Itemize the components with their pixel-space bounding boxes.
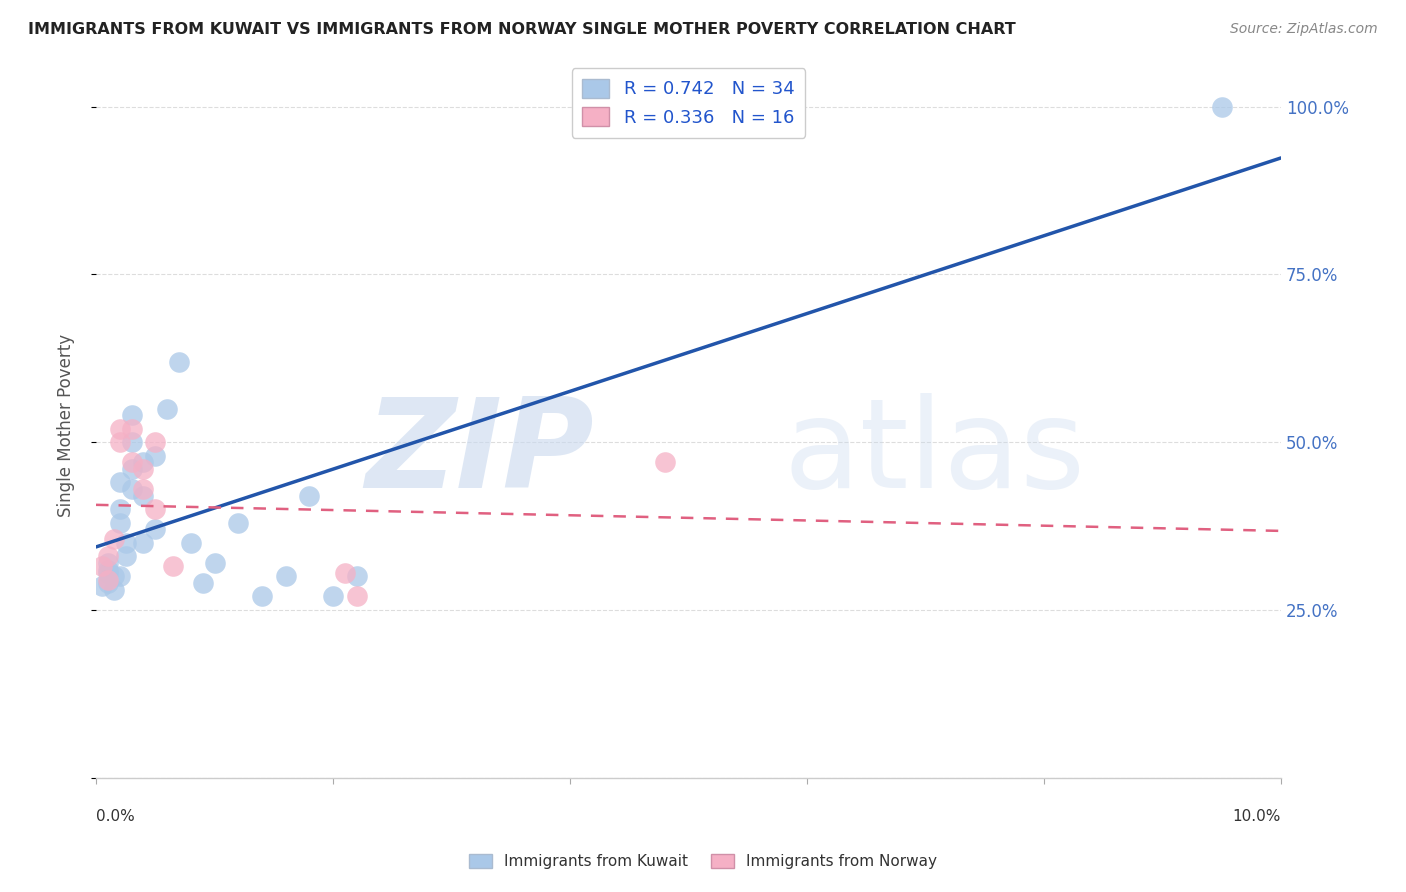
Point bbox=[298, 489, 321, 503]
Point bbox=[274, 569, 297, 583]
Point bbox=[97, 556, 120, 570]
Point bbox=[108, 475, 131, 490]
Point bbox=[97, 563, 120, 577]
Text: 0.0%: 0.0% bbox=[96, 809, 135, 824]
Text: ZIP: ZIP bbox=[366, 393, 593, 514]
Point bbox=[97, 573, 120, 587]
Point bbox=[143, 449, 166, 463]
Point bbox=[322, 590, 344, 604]
Point bbox=[103, 569, 125, 583]
Point bbox=[103, 533, 125, 547]
Point bbox=[191, 576, 214, 591]
Point bbox=[167, 354, 190, 368]
Point bbox=[97, 549, 120, 564]
Point bbox=[103, 582, 125, 597]
Point bbox=[346, 569, 368, 583]
Point bbox=[97, 566, 120, 580]
Point bbox=[333, 566, 356, 580]
Point bbox=[132, 455, 155, 469]
Y-axis label: Single Mother Poverty: Single Mother Poverty bbox=[58, 334, 75, 517]
Point bbox=[114, 549, 136, 564]
Point bbox=[97, 576, 120, 591]
Point bbox=[1211, 100, 1233, 114]
Point bbox=[143, 502, 166, 516]
Point bbox=[121, 455, 143, 469]
Point bbox=[108, 569, 131, 583]
Text: 10.0%: 10.0% bbox=[1233, 809, 1281, 824]
Point bbox=[121, 409, 143, 423]
Point bbox=[114, 536, 136, 550]
Point bbox=[108, 516, 131, 530]
Point bbox=[226, 516, 249, 530]
Point bbox=[108, 435, 131, 450]
Point bbox=[91, 559, 114, 574]
Point bbox=[132, 462, 155, 476]
Point bbox=[121, 482, 143, 496]
Point bbox=[156, 401, 179, 416]
Text: IMMIGRANTS FROM KUWAIT VS IMMIGRANTS FROM NORWAY SINGLE MOTHER POVERTY CORRELATI: IMMIGRANTS FROM KUWAIT VS IMMIGRANTS FRO… bbox=[28, 22, 1017, 37]
Point bbox=[204, 556, 226, 570]
Point bbox=[250, 590, 273, 604]
Point bbox=[121, 435, 143, 450]
Text: atlas: atlas bbox=[783, 393, 1085, 514]
Point bbox=[162, 559, 184, 574]
Legend: Immigrants from Kuwait, Immigrants from Norway: Immigrants from Kuwait, Immigrants from … bbox=[463, 848, 943, 875]
Point bbox=[108, 422, 131, 436]
Point bbox=[121, 422, 143, 436]
Point bbox=[654, 455, 676, 469]
Point bbox=[132, 536, 155, 550]
Point bbox=[132, 489, 155, 503]
Point bbox=[346, 590, 368, 604]
Point bbox=[108, 502, 131, 516]
Point bbox=[121, 462, 143, 476]
Text: Source: ZipAtlas.com: Source: ZipAtlas.com bbox=[1230, 22, 1378, 37]
Point bbox=[143, 522, 166, 536]
Point bbox=[91, 579, 114, 593]
Point bbox=[143, 435, 166, 450]
Point bbox=[180, 536, 202, 550]
Point bbox=[132, 482, 155, 496]
Legend: R = 0.742   N = 34, R = 0.336   N = 16: R = 0.742 N = 34, R = 0.336 N = 16 bbox=[571, 68, 806, 137]
